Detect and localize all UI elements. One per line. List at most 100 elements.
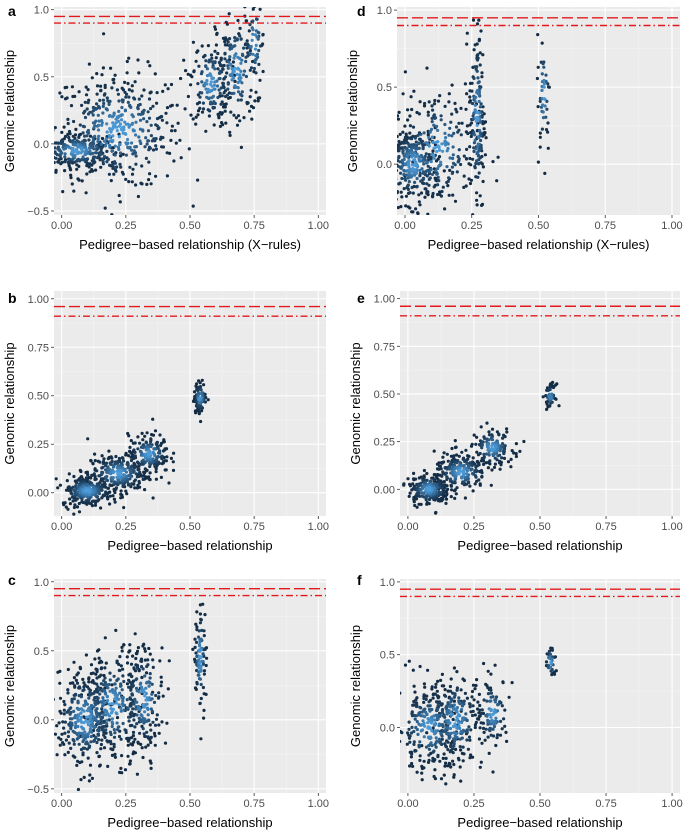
x-tick-label: 0.25 [463,521,484,533]
data-point [443,694,448,698]
data-point [464,448,468,452]
data-point [79,695,83,699]
data-point [58,669,62,674]
data-point [110,753,114,758]
data-point [500,456,504,460]
data-point [419,191,424,195]
data-point [248,49,252,53]
data-point [197,673,201,677]
data-point [138,127,142,131]
data-point [112,480,117,484]
data-point [62,742,66,747]
data-point [86,732,90,736]
data-point [474,161,478,166]
data-point [88,162,92,166]
data-point [233,54,237,58]
data-point [550,392,554,396]
data-point [447,100,451,104]
data-point [411,668,415,672]
data-point [137,112,141,116]
data-point [253,58,257,62]
data-point [408,114,412,118]
data-point [167,659,171,663]
data-point [148,672,152,676]
data-point [482,730,486,735]
data-point [148,738,152,742]
data-point [204,59,208,63]
data-point [540,41,544,45]
panel-label: a [8,3,16,19]
data-point [88,693,92,697]
data-point [371,108,374,111]
data-point [449,120,453,124]
data-point [87,779,91,783]
data-point [151,720,155,724]
data-point [441,149,445,153]
data-point [84,85,88,89]
data-point [127,685,131,689]
data-point [198,665,202,670]
y-tick-label: 0.25 [28,439,49,451]
data-point [457,696,461,700]
data-point [141,727,145,731]
data-point [410,155,414,159]
data-point [106,457,110,461]
data-point [430,685,434,689]
data-point [441,185,445,189]
data-point [129,105,133,109]
data-point [103,692,107,696]
data-point [88,149,92,153]
data-point [417,156,421,161]
data-point [158,433,162,437]
data-point [213,49,217,53]
data-point [541,103,545,107]
data-point [477,18,481,22]
data-point [118,124,122,128]
data-point [226,82,230,86]
data-point [440,672,444,677]
data-point [125,682,129,686]
data-point [82,111,86,115]
data-point [112,674,116,678]
data-point [452,775,456,779]
data-point [450,712,454,716]
data-point [393,136,396,139]
data-point [401,130,405,134]
data-point [173,129,177,133]
data-point [397,117,400,121]
data-point [93,657,97,661]
data-point [465,461,469,466]
data-point [478,194,482,198]
data-point [201,107,206,111]
data-point [227,12,231,16]
panel-e: 0.00 0.25 0.50 0.75 1.000.000.250.500.751.00… [348,290,683,553]
data-point [428,709,432,713]
data-point [152,700,157,705]
data-point [123,80,127,84]
data-point [550,385,555,389]
data-point [209,80,213,84]
data-point [82,775,86,780]
data-point [82,709,86,713]
data-point [105,718,109,722]
data-point [107,714,112,718]
data-point [429,160,433,164]
data-point [478,714,482,718]
data-point [121,667,125,671]
data-point [451,161,456,165]
data-point [548,665,553,669]
data-point [102,93,106,97]
data-point [186,94,190,99]
data-point [95,72,99,76]
x-tick-label: 0.25 [463,798,484,810]
data-point [145,431,149,435]
data-point [538,145,542,149]
data-point [84,499,88,503]
x-tick-label: 0.00 [51,220,72,232]
data-point [154,147,158,151]
data-point [66,667,70,672]
data-point [404,194,408,198]
data-point [417,200,421,204]
data-point [209,82,213,87]
data-point [112,172,116,176]
